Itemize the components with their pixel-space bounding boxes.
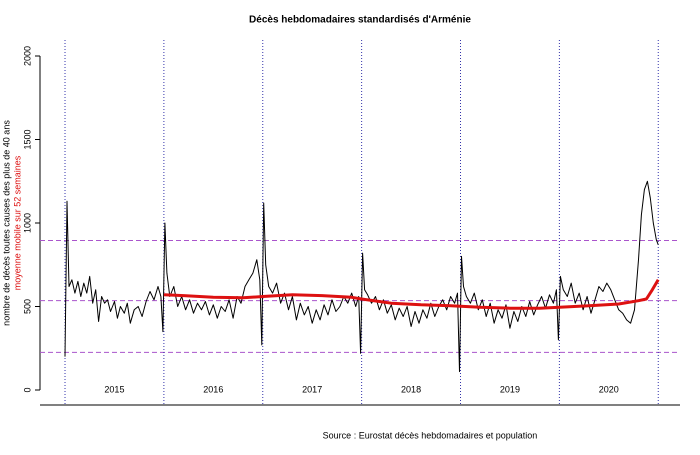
year-label: 2020 — [599, 384, 619, 394]
legend-label: moyenne mobile sur 52 semaines — [12, 155, 22, 290]
y-tick-label: 1500 — [22, 129, 32, 149]
year-label: 2018 — [401, 384, 421, 394]
source: Source : Eurostat décès hebdomadaires et… — [323, 430, 538, 440]
series-line — [64, 180, 659, 373]
year-label: 2017 — [302, 384, 322, 394]
year-label: 2015 — [104, 384, 124, 394]
y-tick-label: 500 — [22, 299, 32, 314]
chart-title: Décès hebdomadaires standardisés d'Armén… — [249, 15, 471, 26]
series-line — [163, 279, 660, 310]
y-tick-label: 1000 — [22, 213, 32, 233]
year-label: 2019 — [500, 384, 520, 394]
y-tick-label: 0 — [22, 387, 32, 392]
y-tick-label: 2000 — [22, 46, 32, 66]
year-label: 2016 — [203, 384, 223, 394]
y-axis-label: nombre de décès toutes causes des plus d… — [1, 120, 11, 326]
